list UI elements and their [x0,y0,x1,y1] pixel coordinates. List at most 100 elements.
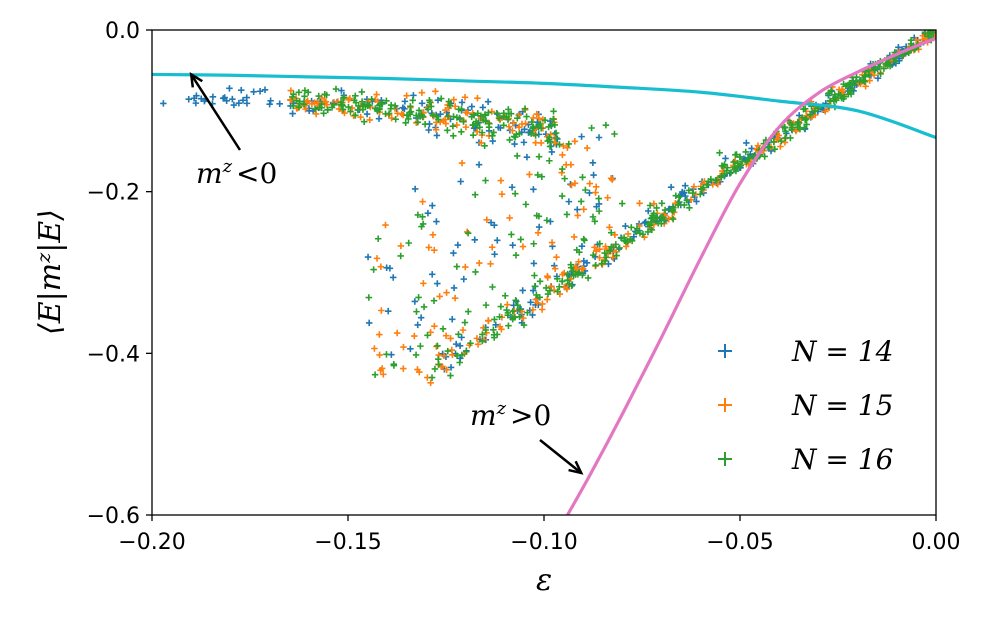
data-point [628,224,635,231]
data-point [498,190,506,198]
data-point [606,247,614,254]
data-point [418,100,426,107]
data-point [705,178,712,185]
data-point [497,177,505,184]
data-point [531,272,538,279]
cyan-curve [152,72,936,140]
data-point [510,119,517,127]
data-point [445,98,453,105]
data-point [329,100,337,107]
data-point [469,131,477,139]
data-point [568,181,575,189]
data-point [526,171,533,178]
data-point [472,268,479,276]
data-point [376,106,383,113]
data-point [669,214,676,222]
legend-marker-n15 [718,398,732,412]
data-point [644,220,652,228]
annotation-arrowhead-neg [189,72,203,88]
data-point [287,87,295,94]
data-point [434,342,441,350]
data-point [489,283,496,291]
data-point [749,152,756,160]
data-point [504,301,511,308]
data-point [293,97,300,104]
data-point [556,283,563,290]
data-point [267,97,274,105]
data-point [446,102,454,109]
data-point [606,224,613,231]
data-point [397,252,404,260]
x-tick-label: −0.10 [510,530,577,555]
data-point [439,325,447,333]
data-point [476,259,483,267]
data-point [261,86,269,94]
data-point [811,107,818,115]
data-point [243,94,251,101]
data-point [604,194,611,201]
data-point [432,88,439,95]
data-point [427,379,434,387]
data-point [658,200,666,207]
data-point [304,97,311,105]
data-point [574,206,581,213]
data-point [561,175,568,182]
data-point [871,67,879,74]
data-point [301,102,309,109]
data-point [484,98,492,105]
magenta-curve [566,36,936,515]
data-point [553,253,560,261]
data-point [365,294,373,301]
data-point [550,108,557,115]
data-point [530,240,537,247]
data-point [570,233,578,241]
data-point [678,188,686,196]
data-point [877,70,884,78]
data-point [456,342,464,350]
data-point [528,118,536,126]
data-point [348,104,356,112]
data-point [558,277,566,285]
data-point [603,254,610,261]
data-point [721,170,728,178]
data-point [400,343,407,351]
data-point [724,164,731,171]
data-point [616,244,623,252]
data-point [373,255,381,262]
data-point [464,229,472,237]
data-point [575,269,583,276]
annotation-neg: mz <0 [189,72,277,190]
data-point [516,305,523,313]
data-point [403,112,411,119]
data-point [397,242,405,250]
data-point [424,332,431,339]
data-point [647,215,655,222]
data-point [573,246,581,254]
data-point [363,110,371,118]
data-point [846,87,854,95]
data-point [513,131,520,138]
data-point [337,99,345,106]
data-point [538,306,546,313]
data-point [562,161,570,169]
data-point [556,141,563,148]
data-point [450,96,458,103]
x-tick-label: −0.05 [706,530,773,555]
data-point [608,243,615,251]
data-point [541,117,549,124]
data-point [440,352,448,360]
data-point [788,124,796,131]
data-point [453,114,461,121]
data-point [595,207,603,215]
data-point [390,360,398,368]
data-point [801,124,808,131]
data-point [441,116,449,123]
data-point [534,229,542,237]
data-point [380,371,387,378]
data-point [424,209,432,217]
data-point [578,133,585,140]
data-point [826,97,834,104]
data-point [464,308,472,315]
data-point [596,245,603,253]
